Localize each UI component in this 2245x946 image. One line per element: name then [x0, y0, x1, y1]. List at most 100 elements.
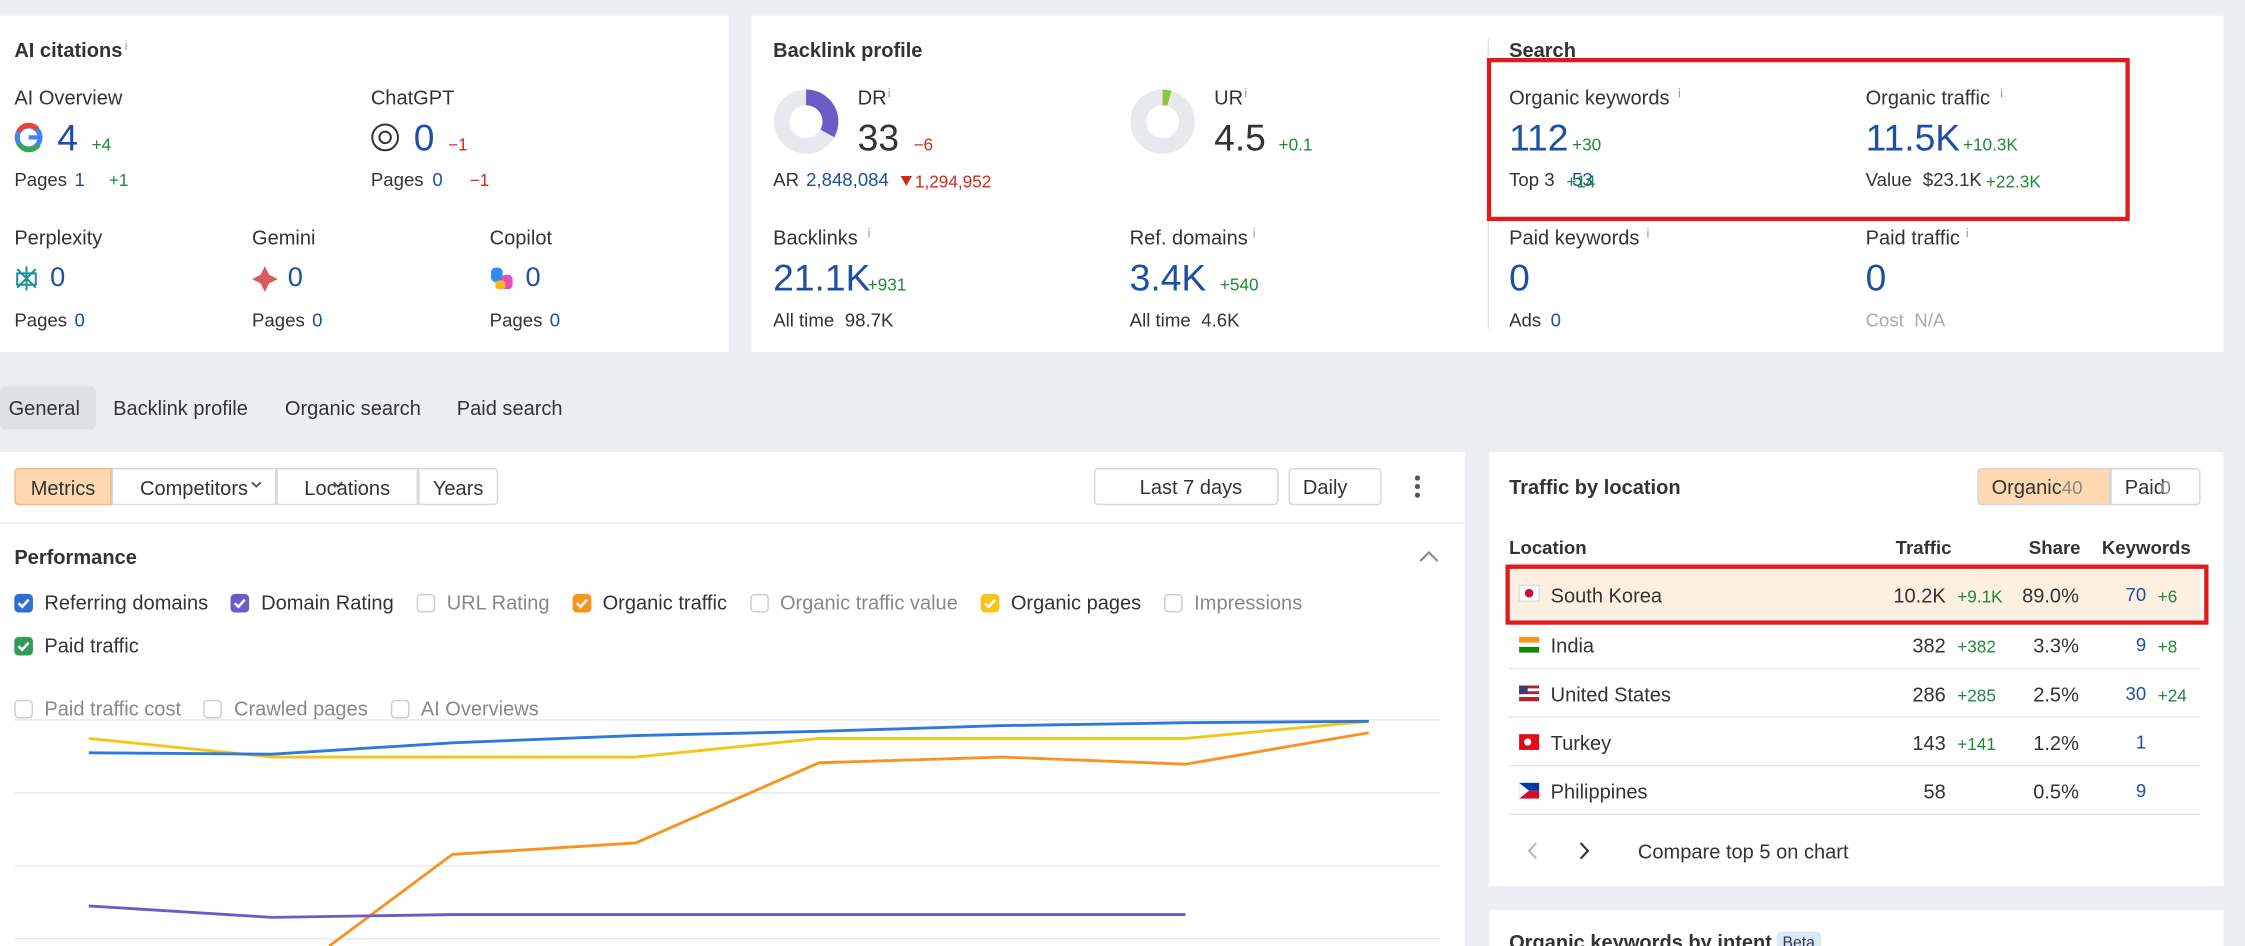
checkbox[interactable]: [14, 699, 33, 718]
sub-value: 98.7K: [845, 309, 894, 332]
interval[interactable]: Daily: [1303, 475, 1348, 498]
checkmark: [981, 593, 1000, 612]
country[interactable]: South Korea: [1551, 584, 1662, 607]
info-icon: i: [868, 222, 871, 245]
section-title: Performance: [14, 545, 137, 568]
dr-line: [89, 906, 1186, 917]
share: 89.0%: [2022, 584, 2079, 607]
keywords[interactable]: 70: [2125, 584, 2146, 607]
metric-label: UR: [1214, 86, 1243, 109]
prev-arrow[interactable]: [1529, 843, 1536, 859]
series-toggle[interactable]: Domain Rating: [231, 591, 394, 614]
metric-value: 33: [858, 117, 899, 157]
traffic: 10.2K: [1893, 584, 1945, 607]
series-toggle[interactable]: Organic traffic: [573, 591, 727, 614]
metric-label: ChatGPT: [371, 86, 455, 109]
series-toggle[interactable]: AI Overviews: [391, 697, 539, 720]
metric-value: 0: [50, 263, 65, 294]
column-header: Traffic: [1896, 537, 1952, 560]
keywords[interactable]: 9: [2136, 780, 2146, 803]
series-toggle[interactable]: Organic traffic value: [750, 591, 958, 614]
section-title: Search: [1509, 39, 1576, 62]
pages-value: 0: [312, 309, 322, 332]
tab[interactable]: Backlink profile: [113, 396, 248, 419]
sub-label: Cost: [1866, 309, 1904, 332]
toolbar-button[interactable]: Metrics: [14, 468, 111, 505]
date-range[interactable]: Last 7 days: [1140, 475, 1243, 498]
keywords[interactable]: 1: [2136, 731, 2146, 754]
toggle-label[interactable]: Organic: [1992, 475, 2062, 498]
metric-change: +931: [868, 273, 907, 296]
series-toggle[interactable]: Paid traffic: [14, 634, 138, 657]
metric-label: Perplexity: [14, 226, 102, 249]
toggle-count: 0: [2161, 477, 2171, 500]
metric-change: −1: [448, 133, 468, 156]
google-icon: [17, 125, 40, 150]
metric-change: −6: [913, 133, 933, 156]
series-toggle[interactable]: Organic pages: [981, 591, 1141, 614]
flags: [1519, 585, 1539, 798]
metric-value: 4.5: [1214, 117, 1266, 157]
country[interactable]: Turkey: [1551, 731, 1612, 754]
keywords-change: +24: [2158, 684, 2187, 707]
keywords[interactable]: 9: [2136, 634, 2146, 657]
sub-label: Value: [1866, 169, 1912, 192]
metric-change: +30: [1572, 133, 1601, 156]
checkbox[interactable]: [14, 636, 33, 655]
sub-change: +14: [1566, 170, 1595, 193]
tab[interactable]: Organic search: [285, 396, 421, 419]
series-toggles: Referring domains Domain Rating URL Rating…: [14, 591, 1446, 720]
more-menu[interactable]: [1415, 475, 1420, 497]
toggle-label[interactable]: Paid: [2125, 475, 2165, 498]
checkmark: [231, 593, 250, 612]
tab[interactable]: General: [9, 396, 80, 419]
metric-value: 0: [414, 117, 435, 157]
checkbox[interactable]: [1164, 593, 1183, 612]
checkbox[interactable]: [14, 593, 33, 612]
metric-label: Backlinks: [773, 226, 858, 249]
metric-value: 11.5K: [1866, 117, 1961, 157]
sub-label: All time: [1130, 309, 1191, 332]
checkmark: [573, 593, 592, 612]
checkbox[interactable]: [391, 699, 410, 718]
pages-label: Pages: [490, 309, 543, 332]
series-toggle[interactable]: Paid traffic cost: [14, 697, 181, 720]
share: 2.5%: [2033, 683, 2079, 706]
country[interactable]: Philippines: [1551, 780, 1648, 803]
metric-value: 4: [57, 117, 78, 157]
next-arrow[interactable]: [1581, 843, 1588, 859]
checkbox[interactable]: [573, 593, 592, 612]
metric-change: +10.3K: [1963, 133, 2018, 156]
collapse-chevron[interactable]: [1420, 552, 1437, 561]
gemini-icon: [252, 266, 278, 292]
toolbar-button[interactable]: Competitors: [112, 468, 277, 505]
pages-label: Pages: [371, 169, 424, 192]
toggle-count: 40: [2062, 477, 2083, 500]
keywords[interactable]: 30: [2125, 683, 2146, 706]
column-header: Share: [2029, 537, 2081, 560]
country[interactable]: India: [1551, 634, 1594, 657]
tab[interactable]: Paid search: [457, 396, 563, 419]
checkbox[interactable]: [231, 593, 250, 612]
metric-change: +0.1: [1279, 133, 1313, 156]
compare-link[interactable]: Compare top 5 on chart: [1638, 840, 1849, 863]
series-toggle[interactable]: URL Rating: [417, 591, 550, 614]
traffic: 382: [1912, 634, 1945, 657]
traffic-change: +382: [1957, 635, 1996, 658]
series-toggle[interactable]: Impressions: [1164, 591, 1302, 614]
info-icon: i: [888, 82, 891, 105]
series-toggle[interactable]: Referring domains: [14, 591, 208, 614]
sub-label: Top 3: [1509, 169, 1555, 192]
toolbar-button[interactable]: Locations: [276, 468, 418, 505]
metric-label: Gemini: [252, 226, 316, 249]
section-title: Backlink profile: [773, 39, 922, 62]
checkbox[interactable]: [981, 593, 1000, 612]
checkbox[interactable]: [417, 593, 436, 612]
metric-change: +4: [92, 133, 112, 156]
checkbox[interactable]: [204, 699, 223, 718]
checkbox[interactable]: [750, 593, 769, 612]
toolbar-button[interactable]: Years: [418, 468, 498, 505]
country[interactable]: United States: [1551, 683, 1671, 706]
series-toggle[interactable]: Crawled pages: [204, 697, 368, 720]
